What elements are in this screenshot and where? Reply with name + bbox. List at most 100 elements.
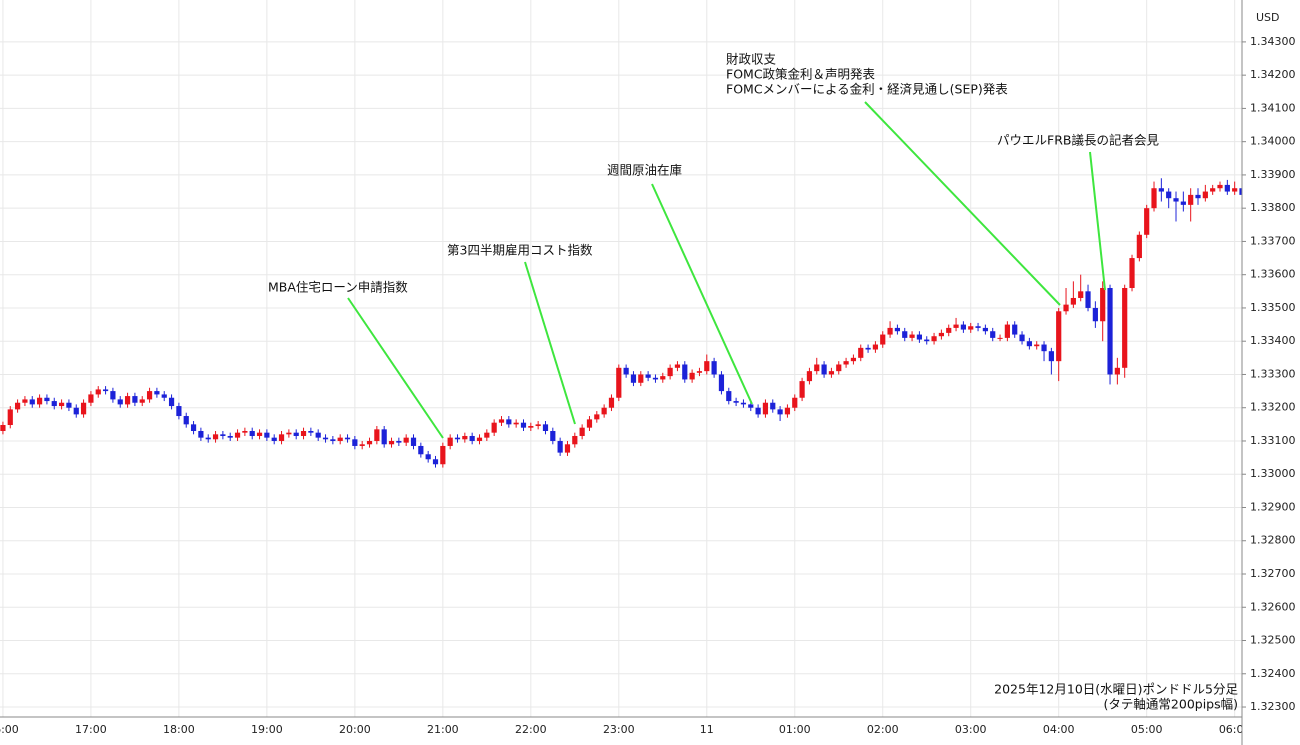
candle-body [1202, 191, 1208, 199]
candle-body [88, 394, 94, 403]
y-tick-label: 1.33900 [1250, 168, 1296, 181]
note: 2025年12月10日(水曜日)ポンドドル5分足 [994, 682, 1238, 697]
candle-body [66, 402, 72, 408]
candle-body [821, 364, 827, 375]
candle-body [572, 435, 578, 445]
candle-body [139, 399, 145, 403]
candle-body [161, 394, 167, 398]
candle-body [550, 430, 556, 441]
candle-body [623, 367, 629, 375]
candle-body [469, 435, 475, 441]
grid [0, 0, 1242, 717]
candle-body [843, 361, 849, 365]
candle-body [638, 374, 644, 383]
candle-body [330, 439, 336, 441]
candle-body [740, 402, 747, 405]
candle-body [1136, 234, 1142, 259]
y-tick-label: 1.32600 [1250, 600, 1296, 613]
candle-body [234, 432, 241, 438]
candle-body [73, 407, 79, 415]
y-tick-label: 1.33600 [1250, 268, 1296, 281]
y-tick-label: 1.33200 [1250, 401, 1296, 414]
candle-body [1158, 188, 1164, 192]
candle-body [1114, 367, 1120, 375]
plot [0, 178, 1245, 468]
candle-body [1034, 344, 1040, 347]
candle-body [366, 440, 373, 445]
candle-body [594, 414, 600, 420]
candle-body [418, 445, 424, 455]
candle-body [762, 402, 769, 415]
candle-body [909, 334, 915, 338]
candle-body [667, 367, 673, 377]
annotation: 第3四半期雇用コスト指数 [447, 243, 593, 258]
candle-body [410, 437, 417, 446]
candle-body [1224, 184, 1230, 192]
y-tick-label: 1.32400 [1250, 667, 1296, 680]
candle-body [520, 422, 527, 428]
candle-body [1144, 208, 1150, 235]
candle-body [190, 424, 197, 431]
candle-body [1070, 297, 1076, 305]
candle-body [557, 440, 563, 453]
candle-body [447, 437, 453, 446]
y-tick-label: 1.32500 [1250, 634, 1296, 647]
candle-body [872, 344, 879, 350]
candle-body [29, 399, 35, 405]
candle-body [271, 437, 277, 441]
candle-body [660, 376, 666, 380]
annotation-line [524, 261, 576, 425]
candle-body [110, 391, 116, 400]
candle-body [674, 364, 681, 368]
candle-body [293, 432, 299, 436]
candle-body [586, 419, 593, 428]
candle-body [403, 437, 409, 443]
candle-body [982, 327, 988, 332]
y-tick-label: 1.32900 [1250, 500, 1296, 513]
y-tick-label: 1.34100 [1250, 101, 1296, 114]
candle-body [542, 424, 549, 431]
candle-body [183, 416, 189, 425]
annotation: 週間原油在庫 [607, 163, 682, 178]
candle-body [704, 361, 710, 372]
annotations: MBA住宅ローン申請指数 第3四半期雇用コスト指数 週間原油在庫 財政収支 FO… [268, 52, 1238, 712]
candle-body [1232, 188, 1238, 192]
y-tick-label: 1.34300 [1250, 35, 1296, 48]
y-tick-label: 1.33700 [1250, 234, 1296, 247]
candle-body [36, 397, 43, 405]
y-tick-label: 1.34200 [1250, 68, 1296, 81]
candle-body [1122, 287, 1128, 368]
candle-body [1195, 194, 1201, 199]
candle-body [990, 331, 996, 338]
candle-body [858, 347, 864, 358]
candle-body [828, 371, 835, 375]
x-tick-label: 04:00 [1043, 723, 1075, 736]
y-tick-label: 1.33800 [1250, 201, 1296, 214]
x-tick-label: 17:00 [75, 723, 107, 736]
candle-body [432, 459, 439, 465]
x-tick-label: 02:00 [867, 723, 899, 736]
candle-body [682, 364, 688, 380]
candle-body [256, 432, 263, 436]
candle-body [0, 425, 6, 431]
candle-body [476, 437, 483, 441]
candle-body [58, 402, 65, 407]
x-tick-label: 23:00 [603, 723, 635, 736]
candle-body [1004, 324, 1010, 338]
candle-body [748, 404, 754, 408]
candle-body [784, 407, 791, 415]
y-tick-label: 1.33400 [1250, 334, 1296, 347]
candle-body [315, 432, 321, 438]
candle-body [975, 326, 981, 328]
candle-body [308, 430, 314, 433]
candle-body [44, 397, 50, 402]
candle-body [1092, 307, 1098, 322]
candle-body [154, 391, 160, 395]
candle-body [286, 432, 292, 435]
candle-body [80, 402, 87, 415]
candle-body [352, 439, 358, 446]
y-tick-label: 1.32300 [1250, 700, 1296, 713]
annotation: MBA住宅ローン申請指数 [268, 280, 408, 295]
y-tick-label: 1.32700 [1250, 567, 1296, 580]
candle-body [1217, 184, 1223, 189]
